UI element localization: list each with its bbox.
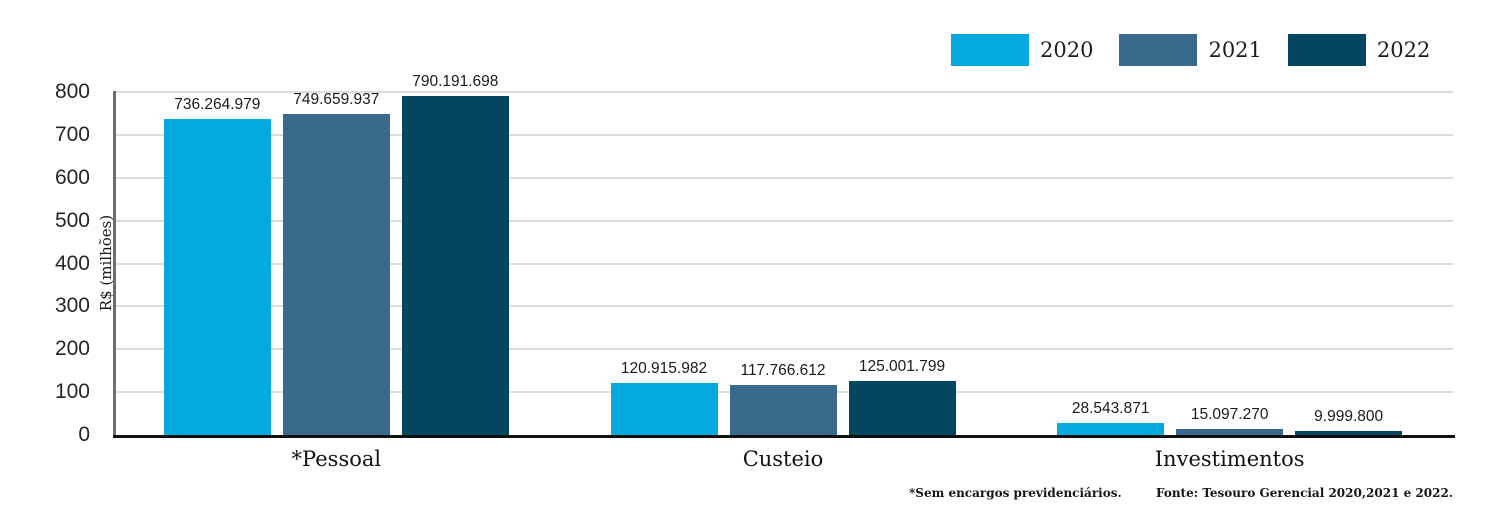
legend-item-2022: 2022 xyxy=(1287,34,1431,66)
y-tick-label: 300 xyxy=(54,294,90,318)
legend-label: 2021 xyxy=(1208,38,1262,62)
bar-value-label: 120.915.982 xyxy=(620,360,708,378)
legend-item-2020: 2020 xyxy=(951,34,1093,66)
bar-investimentos-2022 xyxy=(1295,430,1403,435)
legend-swatch-icon xyxy=(1287,34,1366,66)
legend-swatch-icon xyxy=(1119,34,1198,66)
y-tick-label: 700 xyxy=(54,122,90,146)
bar-custeio-2021 xyxy=(729,384,837,435)
bar-value-label: 28.543.871 xyxy=(1071,399,1150,417)
category-label-pessoal: *Pessoal xyxy=(291,447,382,471)
bar-value-label: 117.766.612 xyxy=(740,361,826,379)
gridline-600 xyxy=(113,176,1453,179)
bar-value-label: 125.001.799 xyxy=(858,358,946,376)
bar-custeio-2022 xyxy=(848,381,956,435)
gridline-700 xyxy=(113,133,1453,136)
legend-item-2021: 2021 xyxy=(1119,34,1262,66)
y-tick-label: 100 xyxy=(54,380,90,404)
gridline-400 xyxy=(113,262,1453,265)
footnote-asterisk: *Sem encargos previdenciários. xyxy=(909,486,1122,500)
bar-pessoal-2022 xyxy=(401,96,509,435)
bar-investimentos-2020 xyxy=(1057,422,1165,435)
bar-investimentos-2021 xyxy=(1176,428,1284,435)
legend: 2020 2021 2022 xyxy=(951,34,1430,66)
bar-value-label: 749.659.937 xyxy=(293,90,380,108)
legend-label: 2020 xyxy=(1040,38,1094,62)
y-axis-line xyxy=(113,91,116,437)
bar-value-label: 9.999.800 xyxy=(1314,407,1384,425)
footnote-source: Fonte: Tesouro Gerencial 2020,2021 e 202… xyxy=(1155,486,1453,500)
y-tick-label: 500 xyxy=(54,208,90,232)
y-tick-label: 200 xyxy=(54,337,90,361)
gridline-800 xyxy=(113,91,1453,93)
gridline-300 xyxy=(113,305,1453,308)
category-label-custeio: Custeio xyxy=(742,447,824,471)
x-axis-line xyxy=(113,435,1455,438)
bar-pessoal-2021 xyxy=(282,113,390,435)
gridline-200 xyxy=(113,348,1453,351)
y-tick-label: 600 xyxy=(54,165,90,189)
bar-value-label: 790.191.698 xyxy=(412,73,499,91)
y-tick-label: 0 xyxy=(78,423,90,446)
legend-label: 2022 xyxy=(1376,38,1431,62)
bar-custeio-2020 xyxy=(610,383,718,435)
gridline-500 xyxy=(113,219,1453,222)
category-label-investimentos: Investimentos xyxy=(1154,447,1305,471)
bar-value-label: 736.264.979 xyxy=(174,96,261,114)
y-tick-label: 800 xyxy=(54,80,90,103)
bar-value-label: 15.097.270 xyxy=(1190,405,1269,423)
y-tick-label: 400 xyxy=(54,251,90,275)
bar-pessoal-2020 xyxy=(163,119,271,435)
legend-swatch-icon xyxy=(951,34,1029,66)
